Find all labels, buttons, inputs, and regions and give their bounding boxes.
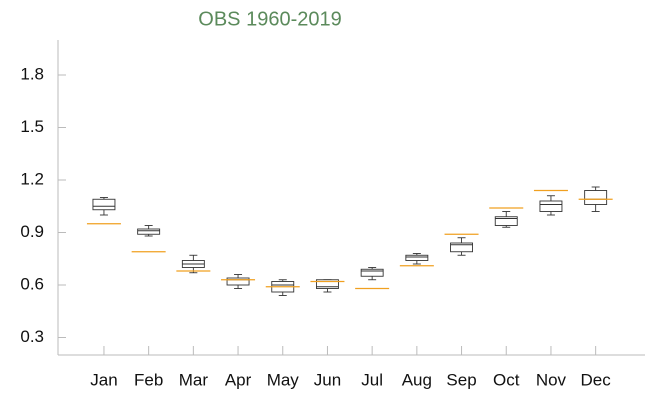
y-tick-label: 1.5 (20, 117, 44, 136)
x-tick-label: Nov (536, 370, 567, 389)
y-tick-label: 1.2 (20, 169, 44, 188)
y-tick-label: 0.3 (20, 327, 44, 346)
y-tick-label: 1.8 (20, 64, 44, 83)
y-tick-label: 0.6 (20, 274, 44, 293)
box (494, 216, 518, 226)
box (450, 242, 473, 253)
box (226, 277, 250, 286)
x-tick-label: Sep (446, 370, 476, 389)
x-tick-label: Jun (314, 370, 341, 389)
x-tick-label: Feb (134, 370, 163, 389)
x-tick-label: Apr (225, 370, 252, 389)
box (405, 254, 429, 261)
x-tick-label: Dec (581, 370, 612, 389)
chart-title: OBS 1960-2019 (198, 8, 341, 30)
box (92, 198, 116, 211)
x-tick-label: Jan (90, 370, 117, 389)
y-tick-label: 0.9 (20, 222, 44, 241)
box (360, 268, 384, 277)
box (584, 190, 608, 205)
x-tick-label: Jul (361, 370, 383, 389)
box (316, 279, 339, 289)
x-tick-label: May (267, 370, 300, 389)
box (137, 228, 161, 235)
x-tick-label: Oct (493, 370, 520, 389)
box (539, 200, 563, 212)
x-tick-label: Mar (179, 370, 209, 389)
x-tick-label: Aug (402, 370, 432, 389)
